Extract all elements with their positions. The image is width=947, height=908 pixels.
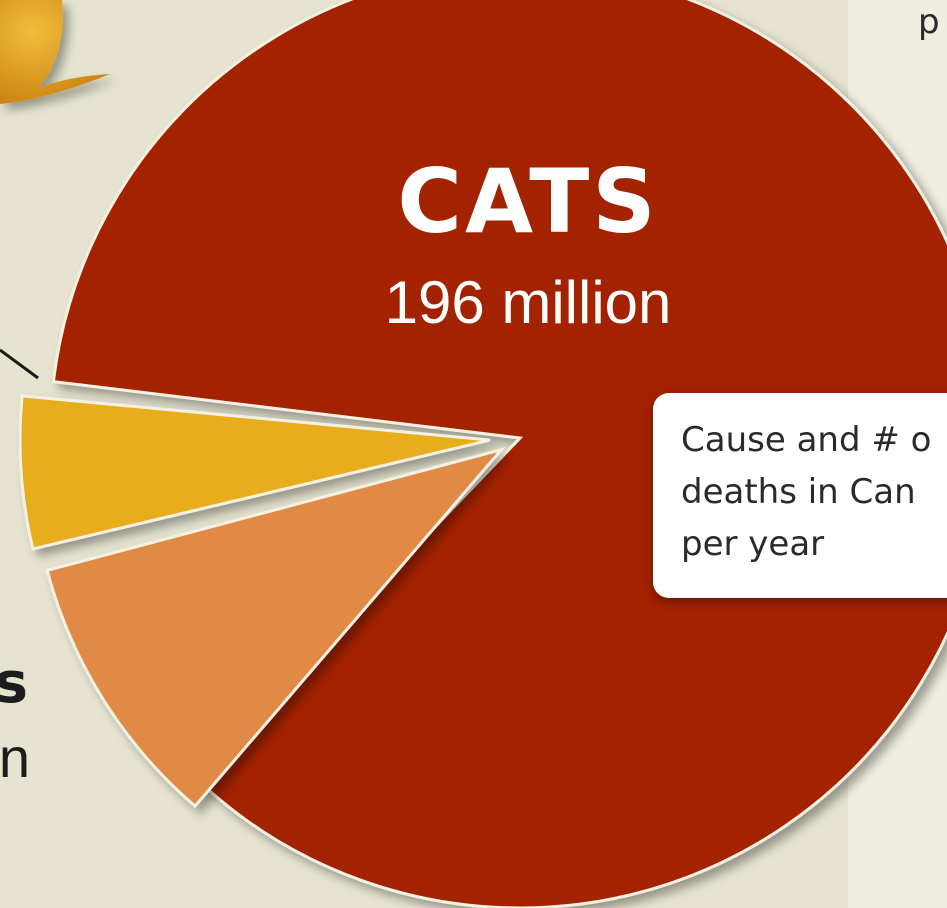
leader-line — [0, 348, 39, 380]
callout-box — [653, 393, 947, 598]
callout-text: Cause and # o deaths in Can per year — [681, 420, 932, 564]
orange-slice-value: n — [0, 726, 30, 789]
logo-shape — [0, 0, 110, 104]
yellow-slice — [18, 394, 491, 551]
cats-slice-label: CATS — [397, 150, 659, 253]
orange-slice — [45, 447, 506, 809]
cats-slice-value: 196 million — [384, 269, 672, 336]
orange-slice-label: s — [0, 651, 28, 716]
panel-text-fragment: p — [918, 2, 940, 42]
cats-slice — [51, 0, 947, 908]
